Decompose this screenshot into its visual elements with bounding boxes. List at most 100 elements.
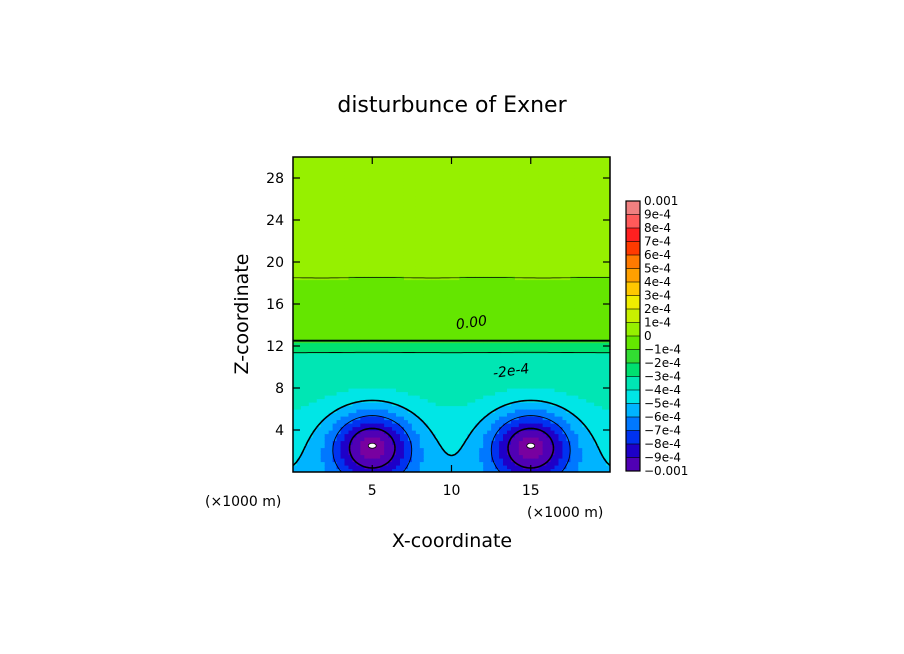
- heatmap-cell: [336, 433, 342, 438]
- heatmap-cell: [293, 230, 298, 235]
- heatmap-cell: [451, 206, 457, 211]
- heatmap-cell: [407, 325, 413, 330]
- heatmap-cell: [451, 360, 457, 365]
- heatmap-cell: [510, 360, 516, 365]
- heatmap-cell: [439, 458, 445, 463]
- heatmap-cell: [396, 227, 401, 232]
- heatmap-cell: [368, 304, 373, 309]
- heatmap-cell: [479, 356, 484, 361]
- heatmap-cell: [328, 370, 334, 375]
- heatmap-cell: [344, 318, 350, 323]
- heatmap-cell: [431, 234, 437, 239]
- heatmap-cell: [348, 433, 354, 438]
- heatmap-cell: [459, 370, 464, 375]
- heatmap-cell: [320, 174, 326, 179]
- heatmap-cell: [296, 216, 302, 221]
- heatmap-cell: [471, 290, 476, 295]
- heatmap-cell: [344, 391, 350, 396]
- heatmap-cell: [447, 370, 453, 375]
- heatmap-cell: [360, 188, 365, 193]
- heatmap-cell: [364, 311, 369, 316]
- heatmap-cell: [312, 160, 318, 165]
- heatmap-cell: [328, 416, 334, 421]
- heatmap-cell: [506, 328, 512, 333]
- heatmap-cell: [328, 293, 334, 298]
- heatmap-cell: [503, 377, 508, 382]
- heatmap-cell: [415, 419, 421, 424]
- heatmap-cell: [435, 230, 441, 235]
- heatmap-cell: [506, 437, 512, 442]
- heatmap-cell: [503, 381, 508, 386]
- heatmap-cell: [447, 206, 453, 211]
- heatmap-cell: [479, 423, 484, 428]
- heatmap-cell: [312, 353, 318, 358]
- heatmap-cell: [479, 241, 484, 246]
- heatmap-cell: [455, 178, 461, 183]
- heatmap-cell: [296, 174, 302, 179]
- heatmap-cell: [463, 255, 468, 260]
- heatmap-cell: [510, 388, 516, 393]
- heatmap-cell: [510, 356, 516, 361]
- heatmap-cell: [332, 328, 338, 333]
- heatmap-cell: [447, 332, 453, 337]
- heatmap-cell: [392, 416, 397, 421]
- heatmap-cell: [352, 223, 357, 228]
- heatmap-cell: [471, 167, 476, 172]
- heatmap-cell: [491, 388, 496, 393]
- heatmap-cell: [396, 374, 401, 379]
- heatmap-cell: [380, 409, 385, 414]
- heatmap-cell: [403, 412, 409, 417]
- heatmap-cell: [455, 283, 461, 288]
- heatmap-cell: [439, 328, 445, 333]
- heatmap-cell: [459, 213, 464, 218]
- heatmap-cell: [344, 402, 350, 407]
- heatmap-cell: [296, 402, 302, 407]
- heatmap-cell: [467, 279, 472, 284]
- heatmap-cell: [431, 241, 437, 246]
- heatmap-cell: [380, 297, 385, 302]
- heatmap-cell: [443, 437, 449, 442]
- heatmap-cell: [312, 251, 318, 256]
- heatmap-cell: [463, 447, 468, 452]
- heatmap-cell: [364, 451, 369, 456]
- heatmap-cell: [407, 241, 413, 246]
- heatmap-cell: [348, 374, 354, 379]
- heatmap-cell: [459, 181, 464, 186]
- heatmap-cell: [419, 384, 425, 389]
- heatmap-cell: [396, 244, 401, 249]
- heatmap-cell: [352, 412, 357, 417]
- heatmap-cell: [293, 451, 298, 456]
- heatmap-cell: [324, 360, 330, 365]
- heatmap-cell: [506, 164, 512, 169]
- heatmap-cell: [324, 167, 330, 172]
- heatmap-cell: [328, 255, 334, 260]
- heatmap-cell: [360, 269, 365, 274]
- heatmap-cell: [411, 234, 417, 239]
- heatmap-cell: [320, 178, 326, 183]
- heatmap-cell: [435, 255, 441, 260]
- heatmap-cell: [352, 227, 357, 232]
- heatmap-cell: [503, 346, 508, 351]
- heatmap-cell: [403, 374, 409, 379]
- heatmap-cell: [384, 363, 389, 368]
- heatmap-cell: [463, 223, 468, 228]
- heatmap-cell: [356, 423, 361, 428]
- heatmap-cell: [308, 335, 314, 340]
- heatmap-cell: [293, 395, 298, 400]
- heatmap-cell: [352, 461, 357, 466]
- heatmap-cell: [503, 454, 508, 459]
- heatmap-cell: [487, 178, 492, 183]
- heatmap-cell: [372, 314, 377, 319]
- heatmap-cell: [479, 237, 484, 242]
- heatmap-cell: [332, 461, 338, 466]
- heatmap-cell: [459, 164, 464, 169]
- heatmap-cell: [443, 206, 449, 211]
- heatmap-cell: [316, 307, 322, 312]
- heatmap-cell: [451, 230, 457, 235]
- heatmap-cell: [479, 346, 484, 351]
- heatmap-cell: [364, 202, 369, 207]
- heatmap-cell: [384, 332, 389, 337]
- heatmap-cell: [431, 216, 437, 221]
- heatmap-cell: [455, 164, 461, 169]
- heatmap-cell: [403, 335, 409, 340]
